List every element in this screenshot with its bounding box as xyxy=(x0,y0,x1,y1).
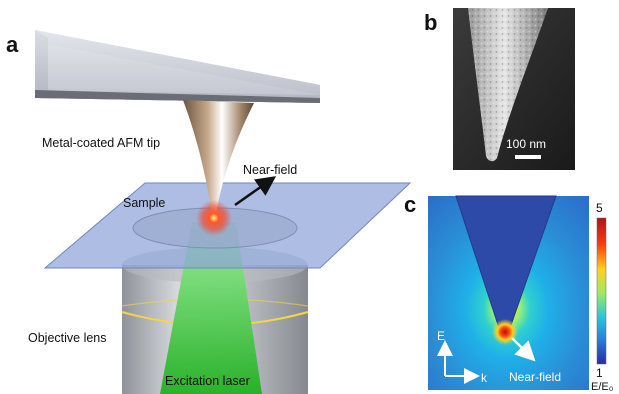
nearfield-arrow xyxy=(234,176,277,207)
nearfield-label: Near-field xyxy=(243,163,297,177)
panel-b-label: b xyxy=(424,10,437,35)
afm-cantilever xyxy=(35,30,320,103)
colorbar xyxy=(596,217,607,365)
panel-a-label: a xyxy=(6,32,19,57)
tip-field-region xyxy=(456,196,556,333)
afm-tip xyxy=(183,100,254,214)
objective-label: Objective lens xyxy=(28,331,107,345)
laser-label: Excitation laser xyxy=(165,374,250,388)
panel-c-label: c xyxy=(404,192,416,217)
c-nearfield-arrow xyxy=(511,337,536,362)
colorbar-unit: E/E₀ xyxy=(591,381,613,393)
nearfield-hotspot xyxy=(196,200,232,236)
panel-b: b 100 nm xyxy=(424,8,575,170)
scale-bar xyxy=(515,155,541,159)
colorbar-max: 5 xyxy=(596,201,603,215)
sample-label: Sample xyxy=(123,196,165,210)
panel-a: a Metal-coated AFM tip Near-fie xyxy=(6,30,412,394)
apex-hotspot xyxy=(492,319,518,345)
c-nearfield-label: Near-field xyxy=(509,370,561,384)
panel-c: c E k Near-field 5 1 E/E₀ xyxy=(404,192,613,393)
axis-e-label: E xyxy=(437,329,445,343)
axis-k-label: k xyxy=(481,371,488,385)
scale-bar-label: 100 nm xyxy=(506,137,546,151)
tip-label: Metal-coated AFM tip xyxy=(42,136,160,150)
colorbar-min: 1 xyxy=(596,366,603,380)
sem-tip xyxy=(468,8,548,162)
